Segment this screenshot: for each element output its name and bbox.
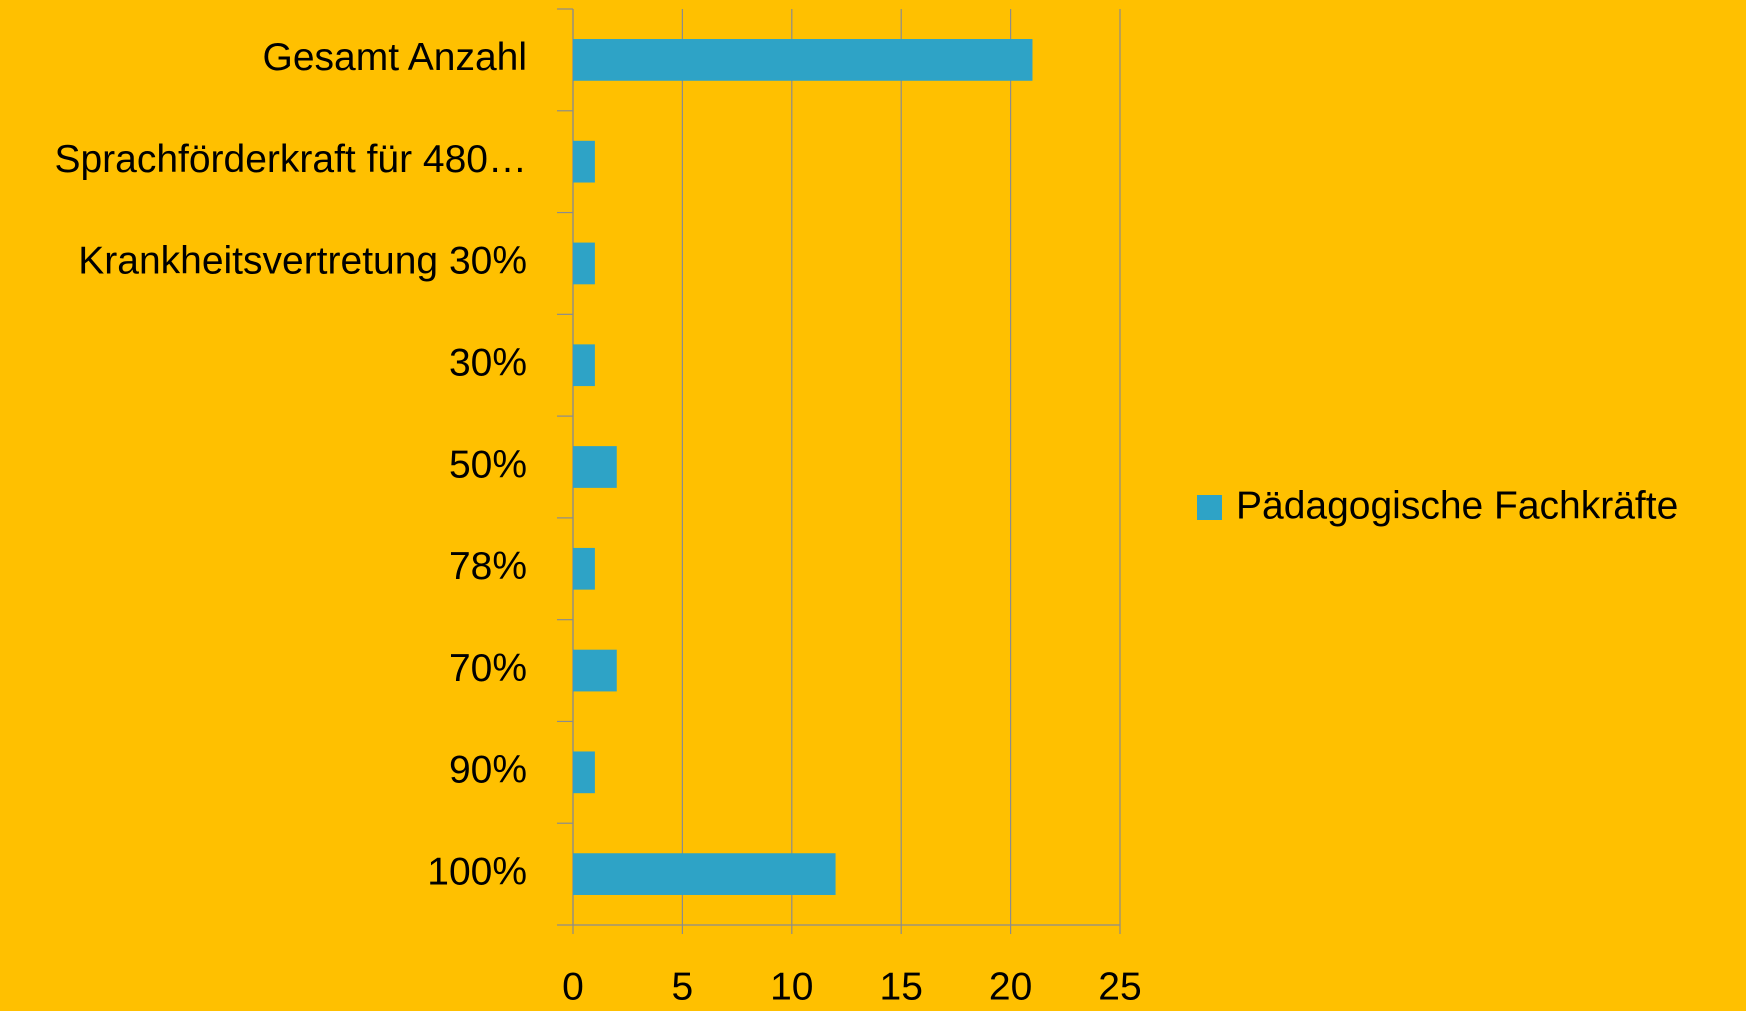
legend-label: Pädagogische Fachkräfte <box>1236 484 1678 527</box>
y-tick-label: Gesamt Anzahl <box>263 36 527 79</box>
y-tick-label: 90% <box>449 749 527 792</box>
x-tick-label: 25 <box>1098 965 1141 1008</box>
y-tick-label: 78% <box>449 545 527 588</box>
x-tick-label: 10 <box>770 965 813 1008</box>
x-tick-label: 20 <box>989 965 1032 1008</box>
bar <box>573 242 595 285</box>
x-tick-label: 5 <box>672 965 694 1008</box>
bar <box>573 853 836 895</box>
bar <box>573 649 617 692</box>
bar <box>573 39 1033 81</box>
legend-swatch <box>1197 495 1222 520</box>
bar <box>573 446 617 488</box>
x-tick-label: 15 <box>880 965 923 1008</box>
y-tick-label: 100% <box>427 850 527 893</box>
y-tick-label: 50% <box>449 443 527 486</box>
y-tick-label: Krankheitsvertretung 30% <box>78 240 527 283</box>
bar <box>573 751 595 794</box>
y-tick-label: 70% <box>449 647 527 690</box>
x-tick-label: 0 <box>562 965 584 1008</box>
y-tick-label: 30% <box>449 342 527 385</box>
bar <box>573 547 595 590</box>
bar <box>573 140 595 183</box>
bar <box>573 344 595 387</box>
y-tick-label: Sprachförderkraft für 480… <box>54 138 527 181</box>
